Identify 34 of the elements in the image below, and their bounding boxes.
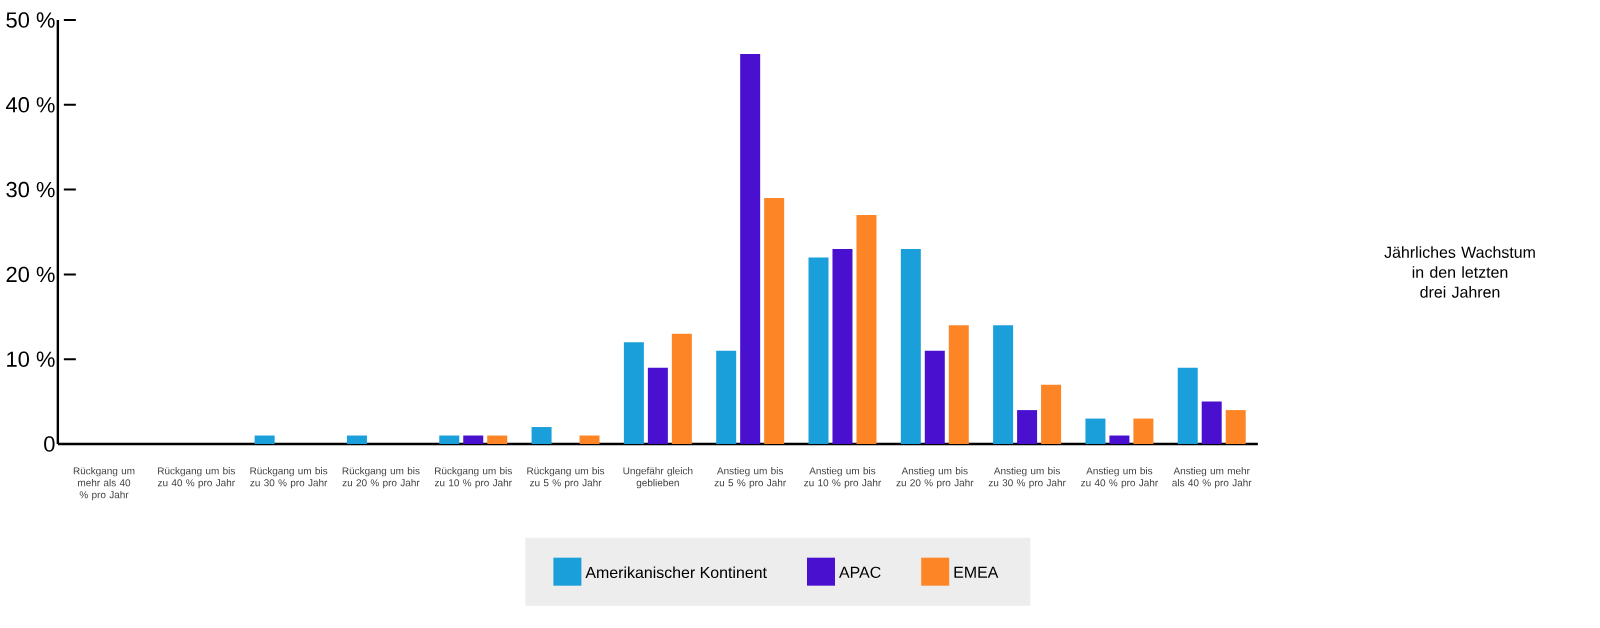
- y-tick-label: 20 %: [6, 266, 55, 283]
- bar: [856, 215, 877, 444]
- bar: [948, 325, 969, 444]
- bar: [531, 427, 552, 444]
- y-tick-label: 30 %: [6, 181, 55, 198]
- bar: [808, 257, 829, 444]
- y-tick-label: 50 %: [6, 12, 55, 28]
- bar: [671, 333, 692, 444]
- bar: [716, 350, 737, 444]
- bar: [740, 53, 761, 444]
- bar: [1225, 410, 1246, 444]
- bar: [463, 435, 484, 444]
- bar: [647, 367, 668, 444]
- bar: [1133, 418, 1154, 444]
- bar: [1017, 410, 1038, 444]
- bar: [1201, 401, 1222, 444]
- y-tick-label: 40 %: [6, 97, 55, 113]
- bar: [832, 248, 853, 444]
- bar: [924, 350, 945, 444]
- bar: [993, 325, 1014, 444]
- bar: [346, 435, 367, 444]
- bar: [900, 248, 921, 444]
- bar: [579, 435, 600, 444]
- bar: [623, 342, 644, 444]
- bar: [764, 198, 785, 444]
- bar: [439, 435, 460, 444]
- bar: [1109, 435, 1130, 444]
- y-tick-label: 0: [44, 436, 55, 452]
- bar: [1177, 367, 1198, 444]
- bar: [1041, 384, 1062, 444]
- bar: [254, 435, 275, 444]
- bar: [1085, 418, 1106, 444]
- y-tick-label: 10 %: [7, 351, 55, 367]
- bar: [487, 435, 508, 444]
